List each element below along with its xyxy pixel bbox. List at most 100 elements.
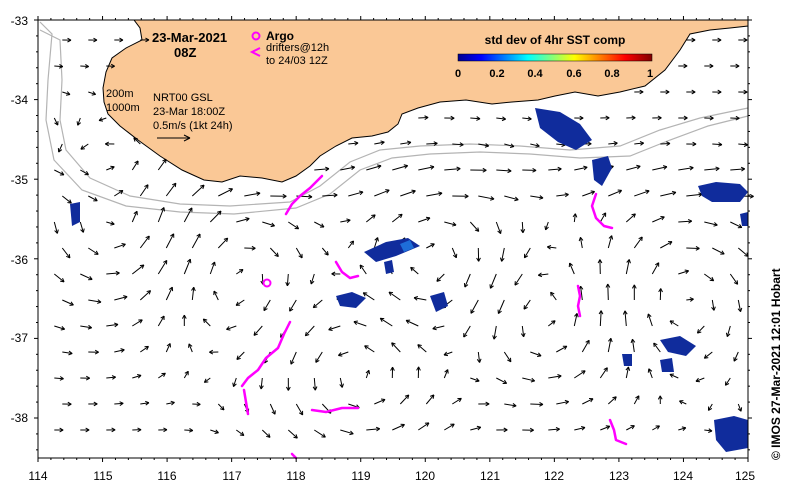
current-arrowhead — [605, 115, 610, 121]
current-arrowhead — [733, 280, 739, 285]
current-arrow — [495, 221, 502, 234]
lon-tick-label: 119 — [351, 469, 370, 483]
current-arrowhead — [735, 115, 740, 121]
current-arrow — [607, 396, 617, 405]
current-arrowhead — [375, 426, 381, 432]
current-arrowhead — [655, 425, 661, 430]
current-arrowhead — [743, 142, 748, 147]
credit-label: © IMOS 27-Mar-2021 12:01 Hobart — [769, 268, 783, 460]
isobath-label-1000m: 1000m — [106, 102, 140, 114]
current-arrowhead — [622, 310, 628, 315]
current-arrow — [737, 403, 742, 412]
current-arrowhead — [76, 121, 82, 126]
current-arrow — [679, 400, 687, 405]
current-arrowhead — [349, 240, 355, 245]
current-arrow — [374, 189, 390, 197]
current-arrow — [322, 194, 338, 197]
current-arrow — [704, 351, 713, 359]
current-arrow — [391, 213, 403, 223]
current-arrowhead — [523, 305, 528, 310]
current-arrowhead — [535, 143, 540, 148]
current-arrow — [514, 273, 523, 286]
current-arrow — [452, 143, 464, 146]
current-arrow — [359, 264, 367, 275]
current-arrowhead — [613, 141, 618, 146]
current-arrow — [139, 184, 149, 197]
lat-tick-label: -34 — [11, 93, 29, 107]
current-arrowhead — [203, 378, 209, 383]
current-arrow — [80, 169, 89, 176]
current-arrow — [80, 65, 89, 68]
current-arrowhead — [464, 193, 469, 199]
scale-label: 0.5m/s (1kt 24h) — [153, 120, 232, 132]
current-arrowhead — [191, 286, 196, 292]
drifter-tracks — [240, 174, 628, 460]
current-arrowhead — [390, 366, 395, 371]
current-arrow — [579, 237, 583, 249]
colorbar-tick-label: 0.4 — [527, 68, 543, 80]
current-arrowhead — [544, 225, 549, 231]
current-arrowhead — [539, 195, 544, 200]
current-arrowhead — [574, 313, 579, 318]
current-arrowhead — [579, 115, 584, 121]
current-arrowhead — [236, 355, 241, 360]
current-arrow — [477, 351, 481, 363]
current-arrowhead — [424, 422, 430, 427]
current-arrowhead — [507, 168, 512, 174]
current-arrow — [269, 403, 276, 415]
current-arrowhead — [200, 184, 205, 190]
current-arrow — [624, 310, 627, 327]
current-arrow — [88, 91, 96, 95]
current-arrow — [140, 402, 150, 405]
current-arrowhead — [578, 236, 584, 242]
current-arrow — [61, 247, 71, 259]
current-arrowhead — [631, 115, 636, 121]
current-arrow — [444, 221, 457, 226]
current-arrow — [131, 211, 138, 223]
current-arrowhead — [630, 425, 635, 430]
current-arrowhead — [564, 399, 570, 405]
current-arrowhead — [413, 295, 419, 301]
current-arrow — [226, 325, 237, 330]
current-arrowhead — [459, 142, 464, 147]
drifter-track — [608, 418, 628, 446]
current-arrow — [287, 429, 298, 439]
current-arrow — [80, 273, 93, 280]
current-arrowhead — [163, 259, 168, 265]
current-arrowhead — [67, 199, 72, 204]
current-arrow — [496, 377, 507, 384]
current-arrow — [573, 313, 578, 327]
current-arrowhead — [186, 258, 192, 264]
current-arrowhead — [137, 427, 142, 433]
current-arrow — [310, 273, 315, 285]
lon-tick-label: 125 — [735, 469, 755, 483]
current-arrowhead — [145, 37, 150, 43]
current-arrowhead — [666, 141, 671, 147]
current-arrowhead — [160, 207, 165, 212]
current-arrow — [263, 299, 271, 311]
current-arrowhead — [482, 167, 487, 173]
current-arrowhead — [93, 401, 98, 407]
current-arrowhead — [259, 385, 264, 390]
current-arrow — [53, 221, 58, 234]
current-arrowhead — [438, 191, 443, 196]
current-arrowhead — [400, 423, 405, 428]
argo-legend-label: Argo — [266, 29, 294, 43]
current-arrow — [166, 401, 175, 405]
lon-tick-label: 117 — [222, 469, 241, 483]
current-arrow — [418, 166, 435, 171]
current-arrowhead — [474, 227, 480, 232]
current-arrowhead — [450, 423, 455, 428]
current-arrowhead — [597, 259, 603, 264]
current-arrowhead — [235, 301, 241, 306]
current-arrowhead — [202, 318, 208, 323]
current-arrowhead — [328, 326, 333, 331]
current-arrowhead — [537, 272, 543, 278]
current-arrow — [464, 273, 471, 288]
colorbar-ticks: 0 0.2 0.4 0.6 0.8 1 — [455, 68, 653, 80]
current-arrow — [191, 233, 201, 249]
current-arrow — [417, 344, 427, 353]
sst-patch — [698, 182, 748, 202]
current-arrowhead — [684, 269, 689, 274]
current-arrow — [633, 236, 643, 249]
